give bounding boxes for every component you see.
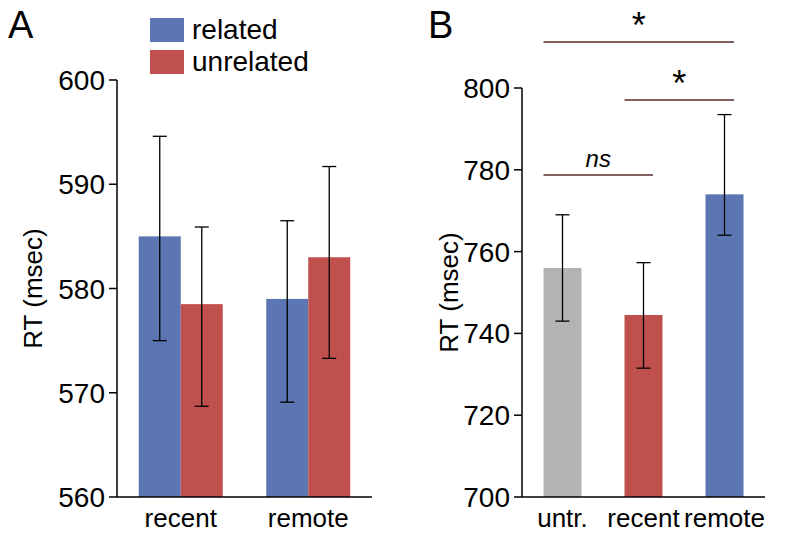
error-cap [322,166,336,167]
error-cap [153,136,167,137]
error-stem [724,115,725,236]
error-cap [195,406,209,407]
error-bar [718,115,732,236]
error-cap [153,340,167,341]
y-tick-label: 570 [58,378,105,409]
error-stem [329,167,330,359]
legend-swatch [150,50,184,74]
annotation: * [632,5,646,46]
error-bar [195,227,209,406]
y-tick-label: 720 [463,400,510,431]
y-tick [514,87,522,89]
y-axis-label: RT (msec) [434,232,464,352]
error-cap [718,114,732,115]
error-cap [280,220,294,221]
y-axis [521,88,523,497]
y-tick [514,251,522,253]
x-tick-label: remote [268,503,349,533]
panel-label: B [428,4,453,46]
error-cap [637,262,651,263]
error-cap [280,401,294,402]
y-axis [116,80,118,497]
error-bar [322,167,336,359]
y-tick-label: 580 [58,274,105,305]
bar [706,194,744,497]
y-tick-label: 590 [58,169,105,200]
error-cap [322,358,336,359]
panel-label: A [8,4,34,46]
annotation: ns [586,145,611,172]
plot-area [139,136,351,497]
error-stem [201,227,202,406]
y-tick-label: 560 [58,482,105,513]
y-tick [109,288,117,290]
error-stem [287,221,288,402]
y-tick [109,79,117,81]
x-tick-label: recent [607,503,680,533]
y-tick-label: 740 [463,318,510,349]
error-stem [159,136,160,340]
legend-swatch [150,18,184,42]
y-tick-label: 780 [463,155,510,186]
x-tick-label: remote [684,503,765,533]
error-cap [195,226,209,227]
error-cap [556,214,570,215]
x-tick-label: recent [145,503,218,533]
figure: A RT (msec) 560 570 580 590 600 relatedunrelate… [0,0,802,538]
x-axis [522,496,765,498]
y-tick [109,392,117,394]
y-tick-label: 600 [58,65,105,96]
error-bar [153,136,167,340]
x-axis [117,496,372,498]
y-tick [109,184,117,186]
x-tick-label: untr. [537,503,588,533]
error-bar [556,215,570,321]
error-cap [718,235,732,236]
panel: A RT (msec) 560 570 580 590 600 relatedunrelate… [8,4,372,533]
annotation: * [672,63,686,104]
y-tick-label: 760 [463,237,510,268]
error-bar [280,221,294,402]
y-tick [514,169,522,171]
legend-label: related [192,14,278,45]
panel: B RT (msec) 700 720 740 760 780 800 untr. recentr… [428,4,765,533]
y-tick-label: 800 [463,73,510,104]
error-stem [562,215,563,321]
annotation-line [544,174,654,176]
y-tick [514,333,522,335]
y-tick [514,414,522,416]
plot-area [544,115,744,497]
legend-label: unrelated [192,46,309,77]
y-tick-label: 700 [463,482,510,513]
error-stem [643,263,644,369]
y-axis-label: RT (msec) [18,228,48,348]
y-tick [514,496,522,498]
error-cap [556,320,570,321]
y-tick [109,496,117,498]
error-cap [637,368,651,369]
error-bar [637,263,651,369]
